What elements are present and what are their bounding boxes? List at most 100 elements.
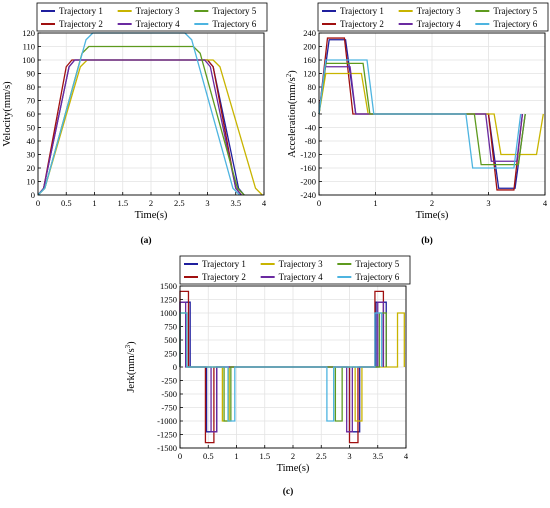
y-tick-label: -1000 [157, 416, 177, 426]
legend-label: Trajectory 4 [279, 272, 323, 282]
x-tick-label: 3 [486, 198, 490, 208]
x-tick-label: 1.5 [117, 198, 128, 208]
y-tick-label: 20 [27, 163, 36, 173]
x-axis-label: Time(s) [277, 463, 310, 474]
y-tick-label: 60 [27, 109, 36, 119]
y-axis-label: Velocity(mm/s) [2, 81, 13, 147]
y-tick-label: 0 [312, 109, 316, 119]
y-tick-label: 750 [164, 322, 177, 332]
x-tick-label: 4 [262, 198, 267, 208]
legend-label: Trajectory 2 [59, 19, 103, 29]
y-tick-label: 0 [173, 362, 177, 372]
legend-label: Trajectory 5 [493, 6, 537, 16]
axes-frame [318, 32, 546, 196]
y-tick-label: 240 [303, 28, 316, 38]
legend-label: Trajectory 1 [59, 6, 103, 16]
y-tick-label: -40 [305, 123, 316, 133]
subfigure-caption: (c) [283, 486, 294, 497]
x-tick-label: 3 [347, 451, 351, 461]
y-tick-label: -1250 [157, 430, 177, 440]
x-tick-label: 0.5 [203, 451, 214, 461]
legend-box [179, 255, 411, 285]
legend: Trajectory 1 Trajectory 2 Trajectory 3 Traj… [36, 2, 268, 32]
y-tick-label: -120 [300, 150, 316, 160]
legend-label: Trajectory 3 [417, 6, 461, 16]
y-tick-label: 500 [164, 335, 177, 345]
legend-label: Trajectory 2 [340, 19, 384, 29]
y-tick-label: 10 [27, 177, 36, 187]
y-tick-label: 90 [27, 69, 36, 79]
y-tick-label: 0 [31, 190, 35, 200]
legend-label: Trajectory 1 [202, 259, 246, 269]
y-tick-label: -250 [161, 376, 177, 386]
y-tick-label: 30 [27, 150, 36, 160]
y-tick-label: -160 [300, 163, 316, 173]
x-tick-label: 3.5 [230, 198, 241, 208]
legend: Trajectory 1 Trajectory 2 Trajectory 3 Traj… [179, 255, 411, 285]
legend-box [36, 2, 268, 32]
jerk-chart: 0 0.5 1 1.5 2 2.5 3 3.5 4 -1500 -1250 -1000 -750 -500… [124, 255, 411, 497]
x-tick-label: 3 [205, 198, 209, 208]
x-tick-label: 1.5 [259, 451, 270, 461]
legend-box [317, 2, 549, 32]
y-tick-label: 40 [308, 96, 317, 106]
y-axis-label: Acceleration(mm/s2) [285, 70, 298, 158]
x-tick-label: 2 [430, 198, 434, 208]
y-tick-label: -750 [161, 403, 177, 413]
axes-frame [179, 285, 407, 449]
axes-frame [37, 32, 265, 196]
y-tick-label: 200 [303, 42, 316, 52]
series-line-6 [179, 312, 383, 422]
x-tick-label: 0 [317, 198, 321, 208]
y-tick-label: 50 [27, 123, 36, 133]
y-tick-label: 120 [303, 69, 316, 79]
x-tick-label: 0.5 [61, 198, 72, 208]
y-axis-label: Jerk(mm/s3) [124, 341, 137, 393]
y-tick-label: 70 [27, 96, 36, 106]
y-tick-label: -1500 [157, 443, 177, 453]
velocity-chart: 0 0.5 1 1.5 2 2.5 3 3.5 401020304050607080901001… [2, 2, 268, 246]
y-tick-label: 80 [27, 82, 36, 92]
x-tick-label: 1 [234, 451, 238, 461]
x-tick-label: 3.5 [372, 451, 383, 461]
x-tick-label: 0 [36, 198, 40, 208]
x-tick-label: 0 [178, 451, 182, 461]
x-tick-label: 1 [92, 198, 96, 208]
y-tick-label: -500 [161, 389, 177, 399]
y-tick-label: -80 [305, 136, 316, 146]
y-tick-label: 1500 [160, 281, 177, 291]
legend-label: Trajectory 1 [340, 6, 384, 16]
y-tick-label: 1000 [160, 308, 177, 318]
y-tick-label: 110 [23, 42, 35, 52]
legend-label: Trajectory 5 [212, 6, 256, 16]
legend-label: Trajectory 6 [212, 19, 256, 29]
x-tick-label: 4 [404, 451, 409, 461]
x-tick-label: 2 [291, 451, 295, 461]
legend-label: Trajectory 3 [136, 6, 180, 16]
y-tick-label: 120 [22, 28, 35, 38]
series-line-6 [318, 59, 522, 169]
y-tick-label: 250 [164, 349, 177, 359]
x-tick-label: 2.5 [316, 451, 327, 461]
y-tick-label: -200 [300, 177, 316, 187]
y-tick-label: 80 [308, 82, 317, 92]
x-tick-label: 2.5 [174, 198, 185, 208]
legend: Trajectory 1 Trajectory 2 Trajectory 3 Traj… [317, 2, 549, 32]
y-tick-label: 160 [303, 55, 316, 65]
subfigure-caption: (b) [421, 235, 433, 246]
legend-label: Trajectory 2 [202, 272, 246, 282]
legend-label: Trajectory 5 [355, 259, 399, 269]
subfigure-caption: (a) [140, 235, 151, 246]
y-tick-label: -240 [300, 190, 316, 200]
legend-label: Trajectory 6 [355, 272, 399, 282]
legend-label: Trajectory 3 [279, 259, 323, 269]
acceleration-chart: 0 1 2 3 4 -240 -200 -160 -120 -80 -40 0 40 80 120 160 20… [285, 2, 549, 246]
x-axis-label: Time(s) [135, 210, 168, 221]
x-tick-label: 1 [373, 198, 377, 208]
y-tick-label: 1250 [160, 295, 177, 305]
x-tick-label: 4 [543, 198, 548, 208]
legend-label: Trajectory 4 [417, 19, 461, 29]
x-tick-label: 2 [149, 198, 153, 208]
legend-label: Trajectory 4 [136, 19, 180, 29]
